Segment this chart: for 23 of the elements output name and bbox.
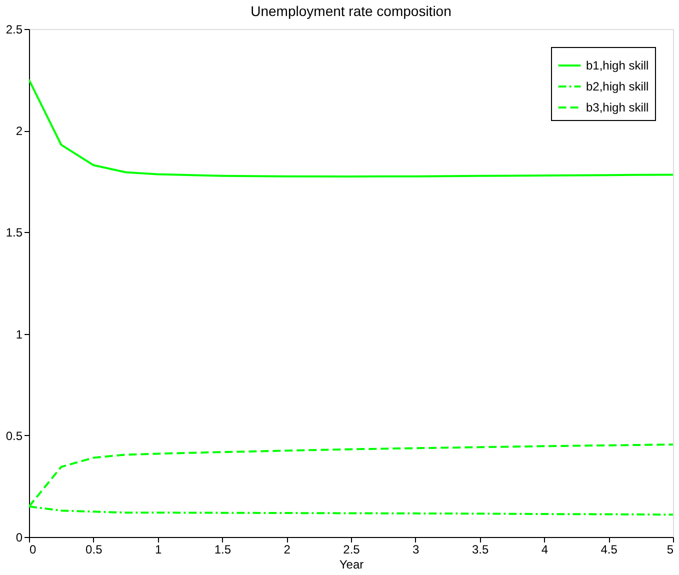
y-tick-label: 0	[16, 530, 23, 544]
legend-label: b3,high skill	[586, 100, 649, 114]
y-tick-label: 1	[16, 327, 23, 342]
y-tick-label: 1.5	[6, 226, 23, 240]
y-tick-label: 0.5	[6, 428, 23, 443]
line-series	[29, 78, 673, 178]
legend-label: b2,high skill	[586, 80, 649, 94]
x-tick-label: 4	[541, 542, 548, 556]
x-tick-label: 2.5	[343, 542, 360, 556]
x-tick-label: 0	[30, 542, 36, 556]
x-tick-label: 2	[284, 542, 291, 556]
x-tick-label: 4.5	[600, 542, 618, 556]
legend-label: b1,high skill	[586, 58, 649, 72]
chart-title: Unemployment rate composition	[250, 3, 452, 19]
x-tick-label: 3.5	[472, 542, 489, 556]
x-tick-label: 1.5	[214, 542, 232, 556]
x-tick-label: 3	[412, 542, 420, 556]
x-tick-label: 0.5	[86, 542, 103, 556]
x-tick-label: 1	[154, 542, 162, 556]
y-tick-label: 2.5	[6, 22, 23, 36]
x-axis-title: Year	[339, 558, 364, 572]
y-tick-label: 2	[16, 124, 23, 138]
x-tick-label: 5	[666, 542, 674, 556]
